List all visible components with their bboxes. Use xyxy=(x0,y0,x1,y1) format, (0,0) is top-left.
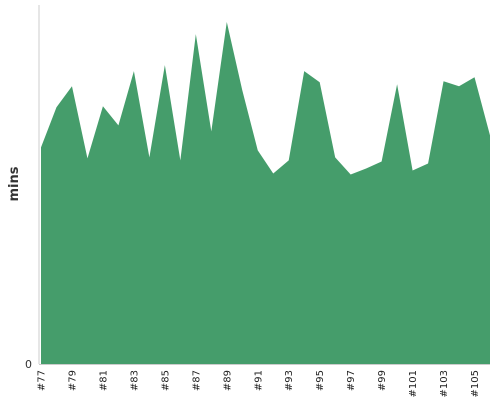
x-tick-labels: #77 #79 #81 #83 #85 #87 #89 #91 #93 #95 #97 #99 #101… xyxy=(37,370,482,397)
x-tick-label: #81 xyxy=(98,370,109,391)
x-tick-label: #85 xyxy=(160,370,171,391)
x-tick-label: #105 xyxy=(470,370,481,397)
x-tick-label: #79 xyxy=(68,370,79,391)
y-axis-label: mins xyxy=(7,166,22,201)
x-tick-label: #83 xyxy=(129,370,140,391)
x-tick-label: #103 xyxy=(439,370,450,397)
x-tick-label: #87 xyxy=(191,370,202,391)
x-tick-label: #89 xyxy=(222,370,233,391)
x-tick-label: #95 xyxy=(315,370,326,391)
x-tick-label: #101 xyxy=(408,370,419,397)
y-tick-label: 0 xyxy=(25,358,32,371)
area-series xyxy=(41,22,490,365)
x-tick-label: #91 xyxy=(253,370,264,391)
x-tick-label: #97 xyxy=(346,370,357,391)
x-tick-label: #99 xyxy=(377,370,388,391)
x-tick-label: #93 xyxy=(284,370,295,391)
x-tick-label: #77 xyxy=(37,370,48,391)
